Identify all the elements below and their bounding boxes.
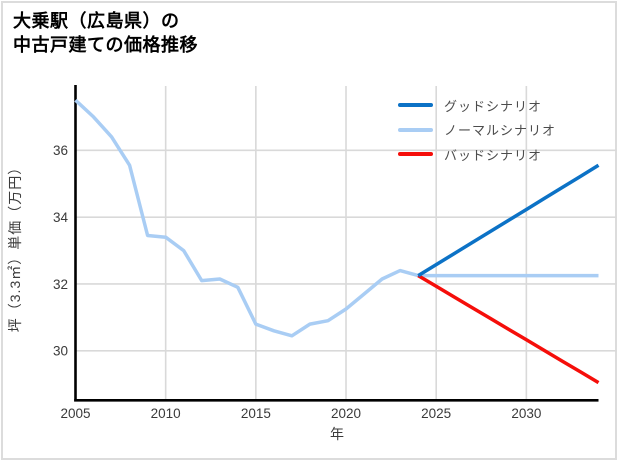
y-tick-label: 36: [53, 143, 68, 158]
history-line: [74, 98, 419, 338]
good-scenario-line: [417, 163, 600, 278]
y-tick-label: 32: [53, 277, 68, 292]
legend-line-swatch-good: [398, 103, 433, 108]
y-tick-label: 34: [53, 210, 69, 225]
legend-line-swatch-bad: [398, 152, 433, 157]
y-tick-label: 30: [53, 344, 68, 359]
x-tick-label: 2030: [511, 406, 541, 421]
legend-label-normal: ノーマルシナリオ: [444, 123, 557, 139]
x-tick-label: 2010: [151, 406, 181, 421]
chart-title-line1: 大乗駅（広島県）の: [13, 11, 180, 31]
x-axis-title: 年: [330, 426, 344, 442]
legend-item-good: グッドシナリオ: [398, 93, 556, 118]
legend-label-bad: バッドシナリオ: [444, 147, 543, 163]
chart-title-line2: 中古戸建ての価格推移: [13, 35, 198, 55]
bad-scenario-line: [417, 274, 600, 385]
chart-legend: グッドシナリオ ノーマルシナリオ バッドシナリオ: [398, 93, 556, 167]
x-tick-label: 2020: [331, 406, 361, 421]
x-tick-label: 2005: [60, 406, 90, 421]
y-axis-title: 坪（3.3㎡）単価（万円）: [7, 159, 23, 333]
chart-title: 大乗駅（広島県）の 中古戸建ての価格推移: [13, 9, 198, 57]
x-tick-label: 2025: [421, 406, 451, 421]
legend-item-bad: バッドシナリオ: [398, 142, 556, 167]
legend-item-normal: ノーマルシナリオ: [398, 118, 556, 143]
legend-line-swatch-normal: [398, 127, 433, 132]
legend-label-good: グッドシナリオ: [444, 98, 543, 114]
x-tick-label: 2015: [241, 406, 271, 421]
